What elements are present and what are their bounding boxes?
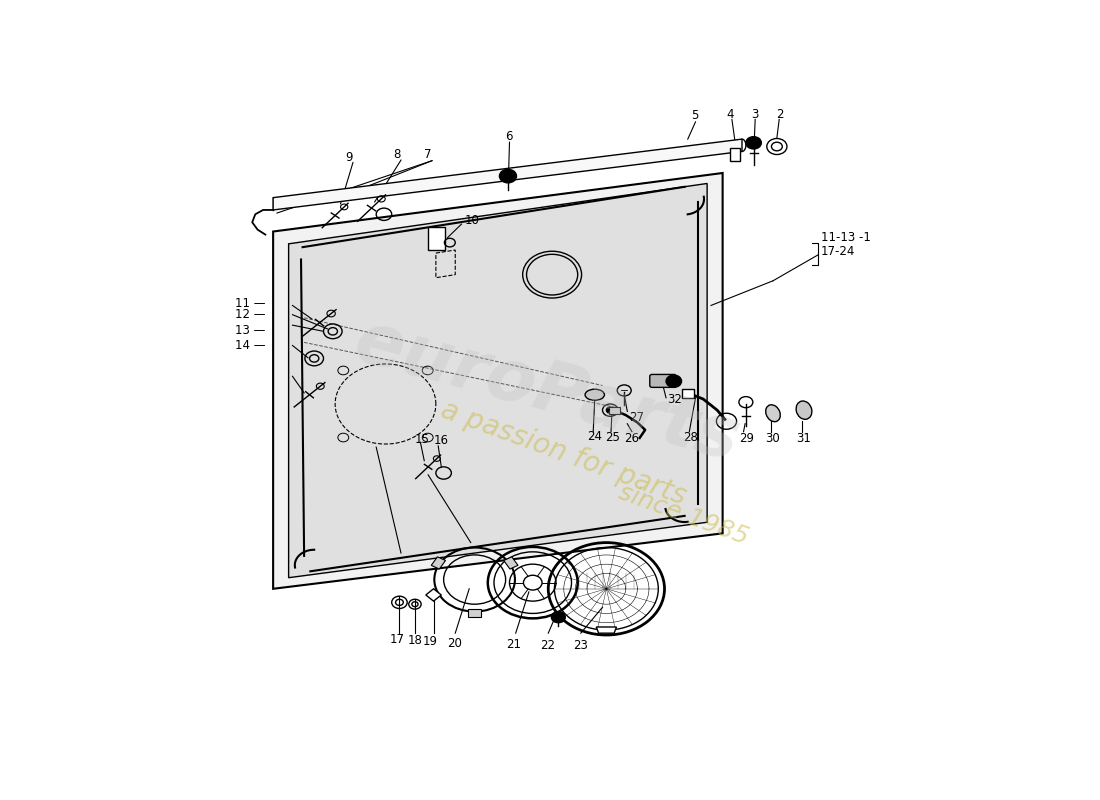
Ellipse shape — [796, 401, 812, 419]
Text: 26: 26 — [624, 432, 639, 445]
Ellipse shape — [766, 405, 780, 422]
Text: 17: 17 — [390, 633, 405, 646]
Text: 5: 5 — [692, 110, 698, 122]
Polygon shape — [608, 407, 619, 414]
Text: 31: 31 — [796, 432, 811, 445]
Circle shape — [746, 137, 761, 149]
Text: 24: 24 — [587, 430, 602, 442]
Bar — [682, 389, 694, 398]
Text: 16: 16 — [433, 434, 449, 447]
Bar — [729, 148, 740, 161]
Text: 32: 32 — [668, 393, 682, 406]
Text: 15: 15 — [415, 434, 430, 446]
Bar — [428, 226, 446, 250]
Text: 10: 10 — [464, 214, 480, 227]
Polygon shape — [273, 173, 723, 589]
Text: 6: 6 — [505, 130, 513, 142]
Polygon shape — [288, 183, 707, 578]
Text: 23: 23 — [573, 639, 587, 652]
Text: 19: 19 — [422, 635, 438, 648]
Circle shape — [551, 611, 565, 622]
Polygon shape — [273, 139, 742, 210]
Text: 13 —: 13 — — [235, 323, 265, 337]
Text: 12 —: 12 — — [235, 308, 265, 321]
FancyBboxPatch shape — [650, 374, 676, 387]
Text: 18: 18 — [407, 634, 422, 647]
Polygon shape — [469, 609, 481, 617]
Text: 4: 4 — [726, 108, 734, 121]
Text: 9: 9 — [345, 151, 353, 164]
Polygon shape — [504, 557, 518, 569]
Text: 8: 8 — [394, 148, 400, 161]
Circle shape — [606, 407, 614, 414]
Polygon shape — [596, 627, 616, 633]
Text: 7: 7 — [425, 148, 431, 161]
Text: a passion for parts: a passion for parts — [437, 396, 691, 510]
Text: 14 —: 14 — — [235, 339, 265, 352]
Text: 20: 20 — [448, 637, 462, 650]
Text: 25: 25 — [605, 430, 619, 444]
Text: 30: 30 — [766, 432, 780, 445]
Text: 11-13 -1: 11-13 -1 — [821, 231, 871, 244]
Text: since 1985: since 1985 — [615, 480, 751, 550]
Text: 17-24: 17-24 — [821, 245, 856, 258]
Text: 3: 3 — [751, 108, 759, 121]
Text: euroParts: euroParts — [346, 307, 747, 476]
Polygon shape — [426, 589, 441, 601]
Text: 2: 2 — [777, 108, 783, 121]
Circle shape — [499, 170, 517, 183]
Circle shape — [666, 375, 682, 387]
Text: 21: 21 — [506, 638, 521, 650]
Text: 28: 28 — [683, 430, 698, 444]
Polygon shape — [431, 557, 446, 569]
Text: 22: 22 — [540, 639, 556, 652]
Text: 29: 29 — [739, 432, 754, 445]
Text: 11 —: 11 — — [235, 297, 265, 310]
Ellipse shape — [585, 390, 604, 400]
Text: 27: 27 — [629, 411, 645, 424]
